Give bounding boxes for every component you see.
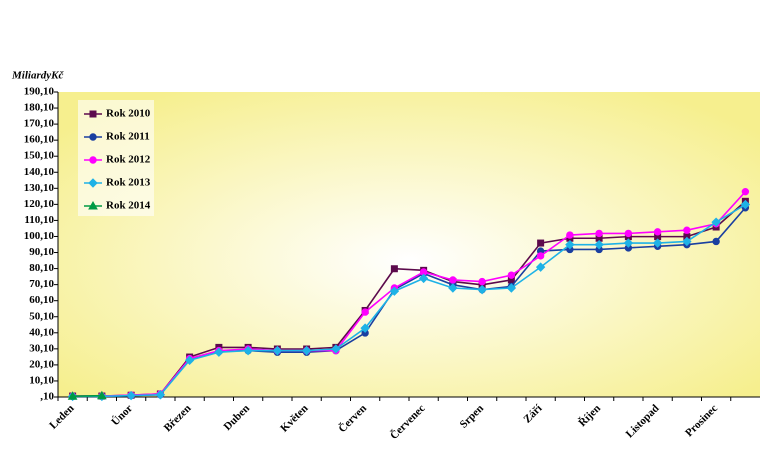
series-line: [72, 200, 746, 397]
marker: [624, 229, 633, 238]
y-tick-label: 120,10: [24, 198, 55, 210]
marker: [89, 110, 97, 118]
marker: [506, 283, 517, 293]
x-tick-label: Srpen: [458, 402, 486, 430]
marker: [126, 390, 136, 401]
x-tick-label: Červen: [336, 402, 369, 435]
x-tick-label: Březen: [162, 402, 194, 434]
y-tick-label: 160,10: [24, 134, 55, 146]
marker: [331, 344, 341, 354]
marker: [88, 178, 98, 188]
marker: [683, 226, 691, 234]
y-tick-label: 190,10: [24, 86, 55, 98]
marker: [155, 390, 166, 400]
series-line: [72, 191, 746, 397]
legend-label: Rok 2011: [106, 131, 150, 143]
legend-label: Rok 2013: [106, 177, 151, 189]
x-tick-label: Únor: [109, 402, 135, 428]
y-tick-label: 100,10: [24, 230, 55, 242]
marker: [652, 238, 663, 248]
marker: [623, 238, 634, 248]
marker: [389, 286, 400, 296]
marker: [566, 231, 574, 239]
y-tick-label: 80,10: [29, 262, 54, 274]
y-tick-label: 50,10: [29, 310, 54, 322]
y-tick-label: 40,10: [29, 326, 54, 338]
y-tick-label: 20,10: [29, 358, 54, 370]
x-tick-label: Květen: [278, 402, 310, 434]
y-tick-label: 130,10: [24, 182, 55, 194]
y-tick-label: 90,10: [29, 246, 54, 258]
marker: [682, 236, 692, 247]
y-tick-label: 150,10: [24, 150, 55, 162]
y-tick-label: 70,10: [29, 278, 54, 290]
marker: [507, 271, 516, 279]
marker: [360, 323, 370, 333]
x-tick-label: Listopad: [624, 402, 662, 440]
marker: [478, 277, 486, 286]
marker: [449, 276, 457, 284]
x-tick-label: Říjen: [576, 402, 603, 429]
marker: [301, 345, 312, 356]
x-tick-label: Září: [521, 402, 545, 426]
y-tick-label: 170,10: [24, 118, 55, 130]
marker: [88, 200, 98, 210]
marker: [740, 199, 751, 210]
marker: [594, 239, 604, 250]
marker: [67, 391, 78, 400]
marker: [711, 217, 721, 227]
marker: [272, 345, 283, 356]
y-tick-label: 140,10: [24, 166, 55, 178]
marker: [565, 239, 575, 250]
marker: [184, 355, 195, 365]
marker: [535, 262, 546, 272]
y-tick-label: ,10: [40, 391, 54, 403]
legend-label: Rok 2014: [106, 200, 151, 212]
x-tick-label: Prosinec: [683, 402, 720, 439]
x-tick-label: Červenec: [387, 402, 427, 442]
series-line: [72, 203, 746, 398]
marker: [595, 229, 603, 238]
marker: [89, 156, 97, 164]
marker: [214, 347, 224, 357]
marker: [537, 239, 545, 247]
y-tick-label: 60,10: [29, 294, 54, 306]
marker: [536, 252, 545, 260]
marker: [97, 390, 107, 400]
marker: [390, 265, 398, 273]
x-tick-label: Duben: [221, 402, 252, 433]
y-axis-label: MiliardyKč: [11, 70, 64, 82]
legend-label: Rok 2012: [106, 154, 151, 166]
y-tick-label: 30,10: [29, 342, 54, 354]
y-tick-label: 180,10: [24, 102, 55, 114]
marker: [477, 284, 487, 295]
marker: [243, 345, 253, 356]
marker: [741, 187, 750, 196]
y-tick-label: 10,10: [29, 374, 54, 386]
marker: [653, 228, 662, 236]
x-tick-label: Leden: [47, 402, 76, 431]
marker: [448, 283, 458, 293]
marker: [89, 133, 97, 141]
legend-label: Rok 2010: [106, 108, 151, 120]
marker: [712, 237, 720, 246]
marker: [361, 308, 369, 316]
y-tick-label: 110,10: [24, 214, 54, 226]
plot-area: [58, 92, 760, 397]
marker: [418, 273, 429, 284]
